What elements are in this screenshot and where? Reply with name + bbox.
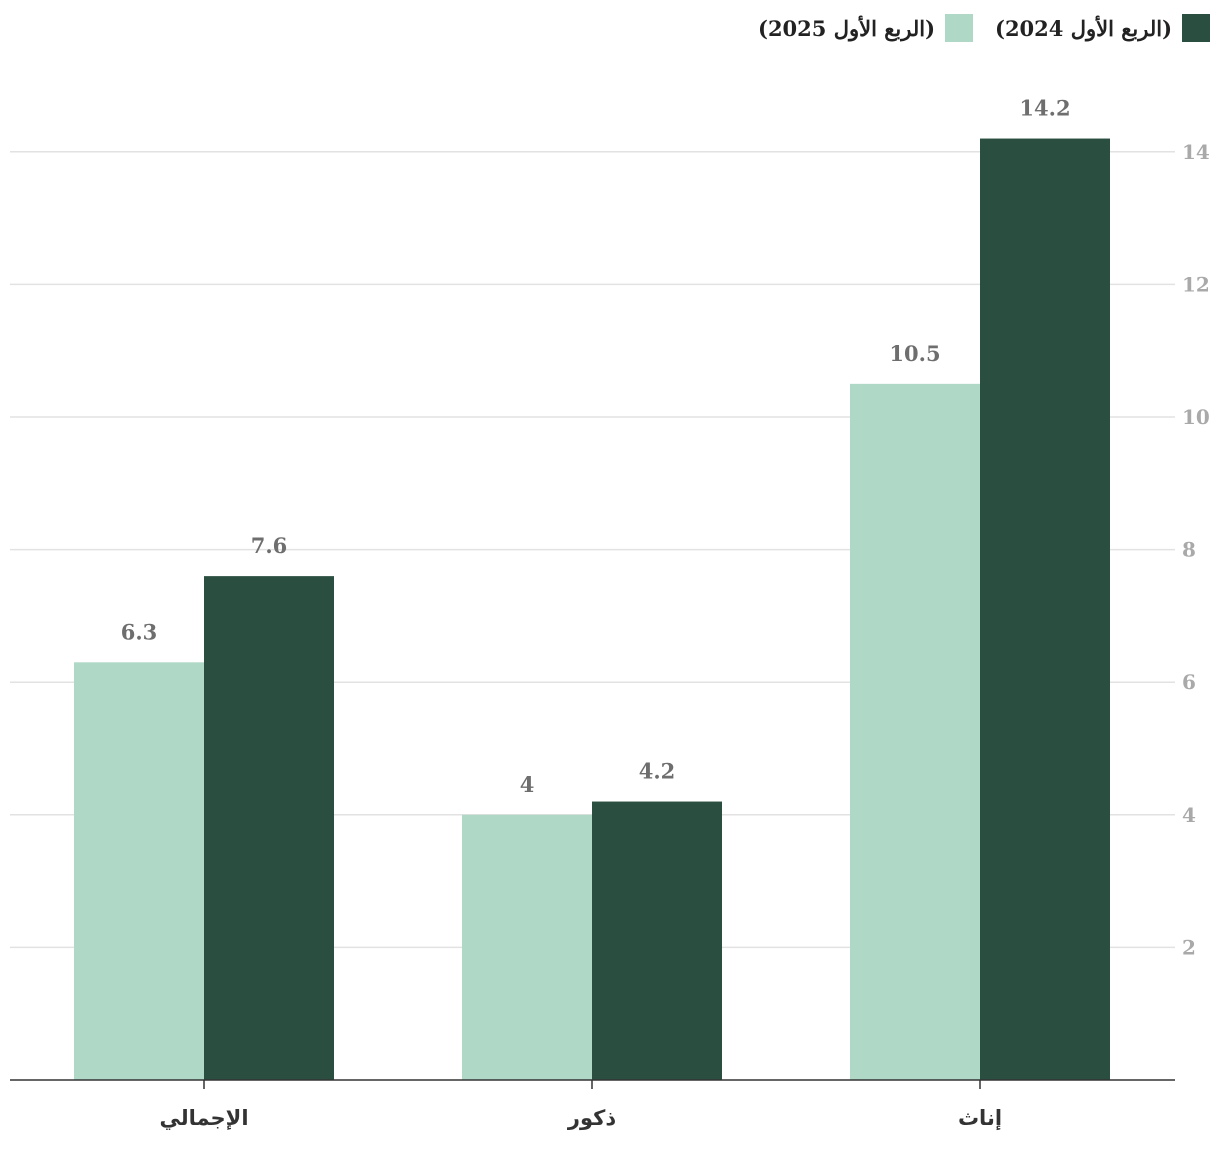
data-label: 6.3 <box>121 619 158 644</box>
legend-label-2025: (الربع الأول 2025) <box>758 15 935 41</box>
legend-item-2024[interactable]: (الربع الأول 2024) <box>995 14 1210 42</box>
data-label: 14.2 <box>1019 96 1070 121</box>
value-labels: 6.3 7.6 4 4.2 10.5 14.2 <box>121 96 1071 797</box>
data-label: 7.6 <box>251 533 288 558</box>
legend: (الربع الأول 2024) (الربع الأول 2025) <box>758 14 1210 42</box>
y-tick-label: 4 <box>1182 803 1196 827</box>
bars <box>74 138 1110 1081</box>
legend-swatch-2024 <box>1182 14 1210 42</box>
bar-2024[interactable] <box>980 138 1110 1081</box>
bar-2025[interactable] <box>74 662 204 1080</box>
x-category-label: الإجمالي <box>159 1106 248 1130</box>
x-category-label: ذكور <box>567 1106 616 1130</box>
y-tick-label: 6 <box>1182 670 1196 694</box>
data-label: 4 <box>520 772 535 797</box>
x-category-label: إناث <box>958 1106 1002 1130</box>
legend-label-2024: (الربع الأول 2024) <box>995 15 1172 41</box>
bar-2025[interactable] <box>462 814 592 1080</box>
y-tick-label: 10 <box>1182 405 1210 429</box>
legend-swatch-2025 <box>945 14 973 42</box>
y-tick-label: 8 <box>1182 538 1196 562</box>
data-label: 10.5 <box>889 341 940 366</box>
bar-2024[interactable] <box>592 801 722 1080</box>
y-tick-label: 12 <box>1182 272 1210 296</box>
legend-item-2025[interactable]: (الربع الأول 2025) <box>758 14 973 42</box>
y-tick-label: 14 <box>1182 140 1210 164</box>
data-label: 4.2 <box>639 759 676 784</box>
bar-2025[interactable] <box>850 383 980 1081</box>
x-axis: الإجمالي ذكور إناث <box>10 1079 1175 1130</box>
y-tick-label: 2 <box>1182 935 1196 959</box>
bar-2024[interactable] <box>204 576 334 1080</box>
